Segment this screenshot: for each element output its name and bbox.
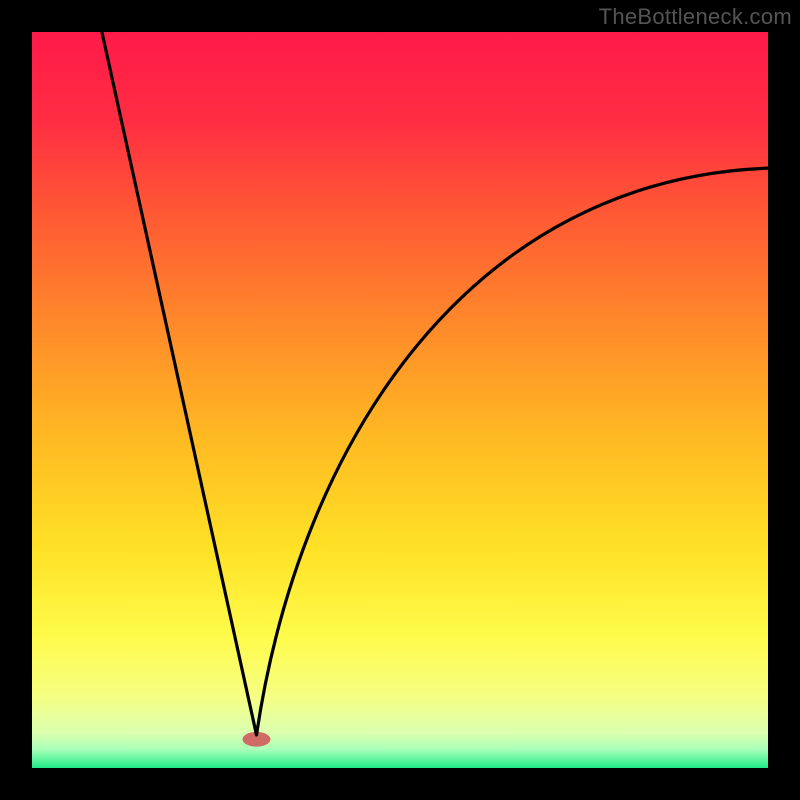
watermark-text: TheBottleneck.com <box>599 4 792 30</box>
chart-svg <box>0 0 800 800</box>
chart-frame: TheBottleneck.com <box>0 0 800 800</box>
plot-background <box>32 32 768 768</box>
